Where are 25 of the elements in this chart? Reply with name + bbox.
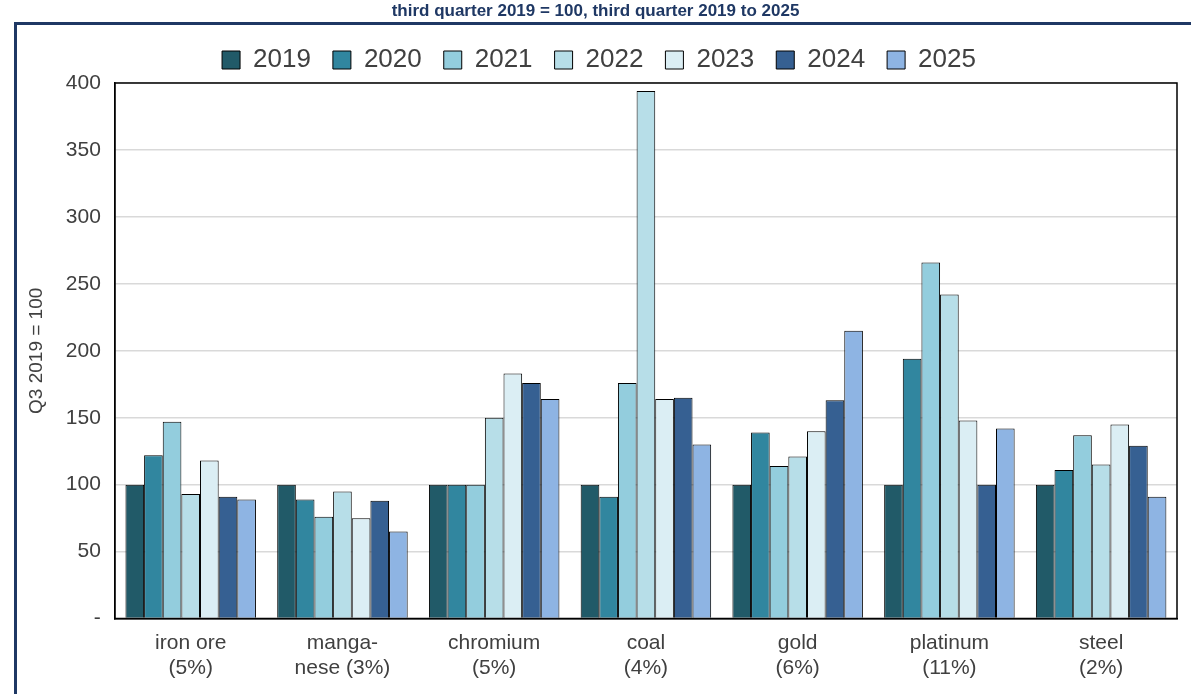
legend-label: 2022 bbox=[585, 43, 644, 74]
y-tick-label: 250 bbox=[65, 270, 101, 294]
legend-label: 2021 bbox=[474, 43, 533, 74]
x-tick-label: iron ore (5%) bbox=[155, 630, 227, 679]
y-tick-label: - bbox=[93, 605, 101, 629]
legend-label: 2025 bbox=[918, 43, 976, 74]
y-tick-label: 400 bbox=[65, 69, 101, 93]
x-tick-label: coal (4%) bbox=[623, 630, 669, 679]
legend-label: 2023 bbox=[696, 43, 755, 74]
x-tick-label: platinum (11%) bbox=[909, 630, 990, 679]
x-tick-label: manga- nese (3%) bbox=[294, 630, 391, 679]
chart-title: third quarter 2019 = 100, third quarter 2019 to 2025 bbox=[390, 0, 801, 22]
y-tick-label: 150 bbox=[65, 404, 101, 428]
legend-label: 2019 bbox=[253, 43, 311, 74]
y-tick-label: 50 bbox=[77, 538, 101, 562]
legend-label: 2020 bbox=[363, 43, 422, 74]
y-tick-label: 300 bbox=[65, 203, 101, 227]
y-axis-title: Q3 2019 = 100 bbox=[24, 287, 46, 414]
y-tick-label: 200 bbox=[65, 337, 101, 361]
x-tick-label: chromium (5%) bbox=[448, 630, 541, 679]
legend-label: 2024 bbox=[807, 43, 866, 74]
x-tick-label: steel (2%) bbox=[1078, 630, 1124, 679]
x-tick-label: gold (6%) bbox=[775, 630, 820, 679]
y-tick-label: 100 bbox=[65, 471, 101, 495]
y-tick-label: 350 bbox=[65, 136, 101, 160]
